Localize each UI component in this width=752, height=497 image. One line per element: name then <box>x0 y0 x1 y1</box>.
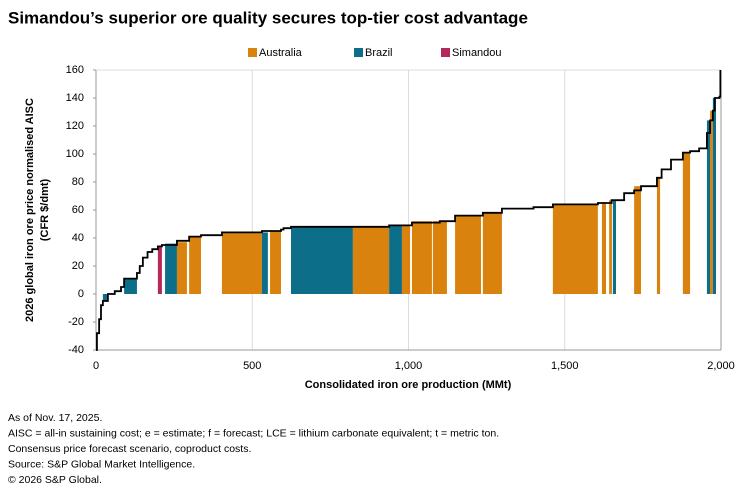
bar <box>552 204 598 294</box>
bar <box>601 203 606 294</box>
bar <box>389 225 402 294</box>
y-tick-label: 80 <box>72 176 84 188</box>
y-tick-label: 0 <box>78 288 84 300</box>
y-tick-label: 120 <box>66 120 84 132</box>
bar <box>656 177 661 294</box>
x-tick-label: 1,500 <box>551 360 579 372</box>
bar <box>157 246 162 294</box>
x-tick-label: 1,000 <box>395 360 423 372</box>
bar <box>261 232 268 294</box>
bar <box>432 221 447 294</box>
footnote: Consensus price forecast scenario, copro… <box>8 443 251 455</box>
x-tick-label: 500 <box>243 360 261 372</box>
bar <box>291 226 353 294</box>
footnote: © 2026 S&P Global. <box>8 474 102 486</box>
bar <box>706 120 711 295</box>
chart-title: Simandou’s superior ore quality secures … <box>8 8 528 27</box>
bar <box>712 98 716 294</box>
bar <box>401 225 411 294</box>
y-axis-label: (CFR $/dmt) <box>39 179 51 242</box>
footnote: AISC = all-in sustaining cost; e = estim… <box>8 427 499 439</box>
legend-swatch <box>248 48 257 57</box>
bar <box>710 110 713 294</box>
y-tick-label: 100 <box>66 148 84 160</box>
footnote: Source: S&P Global Market Intelligence. <box>8 458 195 470</box>
bar <box>270 231 281 294</box>
bar <box>482 212 502 294</box>
y-tick-label: 140 <box>66 92 84 104</box>
cost-curve <box>96 70 722 351</box>
bar <box>102 294 108 301</box>
bar <box>189 236 201 294</box>
bar <box>221 232 262 294</box>
y-tick-label: 40 <box>72 232 84 244</box>
bar <box>609 200 612 294</box>
bar <box>634 186 641 294</box>
bar <box>165 243 177 294</box>
y-tick-label: -40 <box>68 344 84 356</box>
bar <box>124 278 137 294</box>
bar <box>455 215 481 294</box>
y-tick-label: 60 <box>72 204 84 216</box>
bar <box>682 152 691 294</box>
legend-swatch <box>354 48 363 57</box>
x-axis-label: Consolidated iron ore production (MMt) <box>305 379 512 391</box>
bar <box>352 226 390 294</box>
x-tick-label: 0 <box>93 360 99 372</box>
y-tick-label: -20 <box>68 316 84 328</box>
legend-label: Simandou <box>452 47 502 59</box>
y-axis-label: 2026 global iron ore price normalised AI… <box>24 98 36 322</box>
bar <box>612 200 616 294</box>
bar <box>411 221 432 294</box>
legend-label: Brazil <box>365 47 393 59</box>
legend-swatch <box>441 48 450 57</box>
legend-label: Australia <box>259 47 303 59</box>
bar <box>176 242 187 294</box>
y-tick-label: 160 <box>66 64 84 76</box>
x-tick-label: 2,000 <box>707 360 735 372</box>
y-tick-label: 20 <box>72 260 84 272</box>
footnote: As of Nov. 17, 2025. <box>8 412 102 424</box>
